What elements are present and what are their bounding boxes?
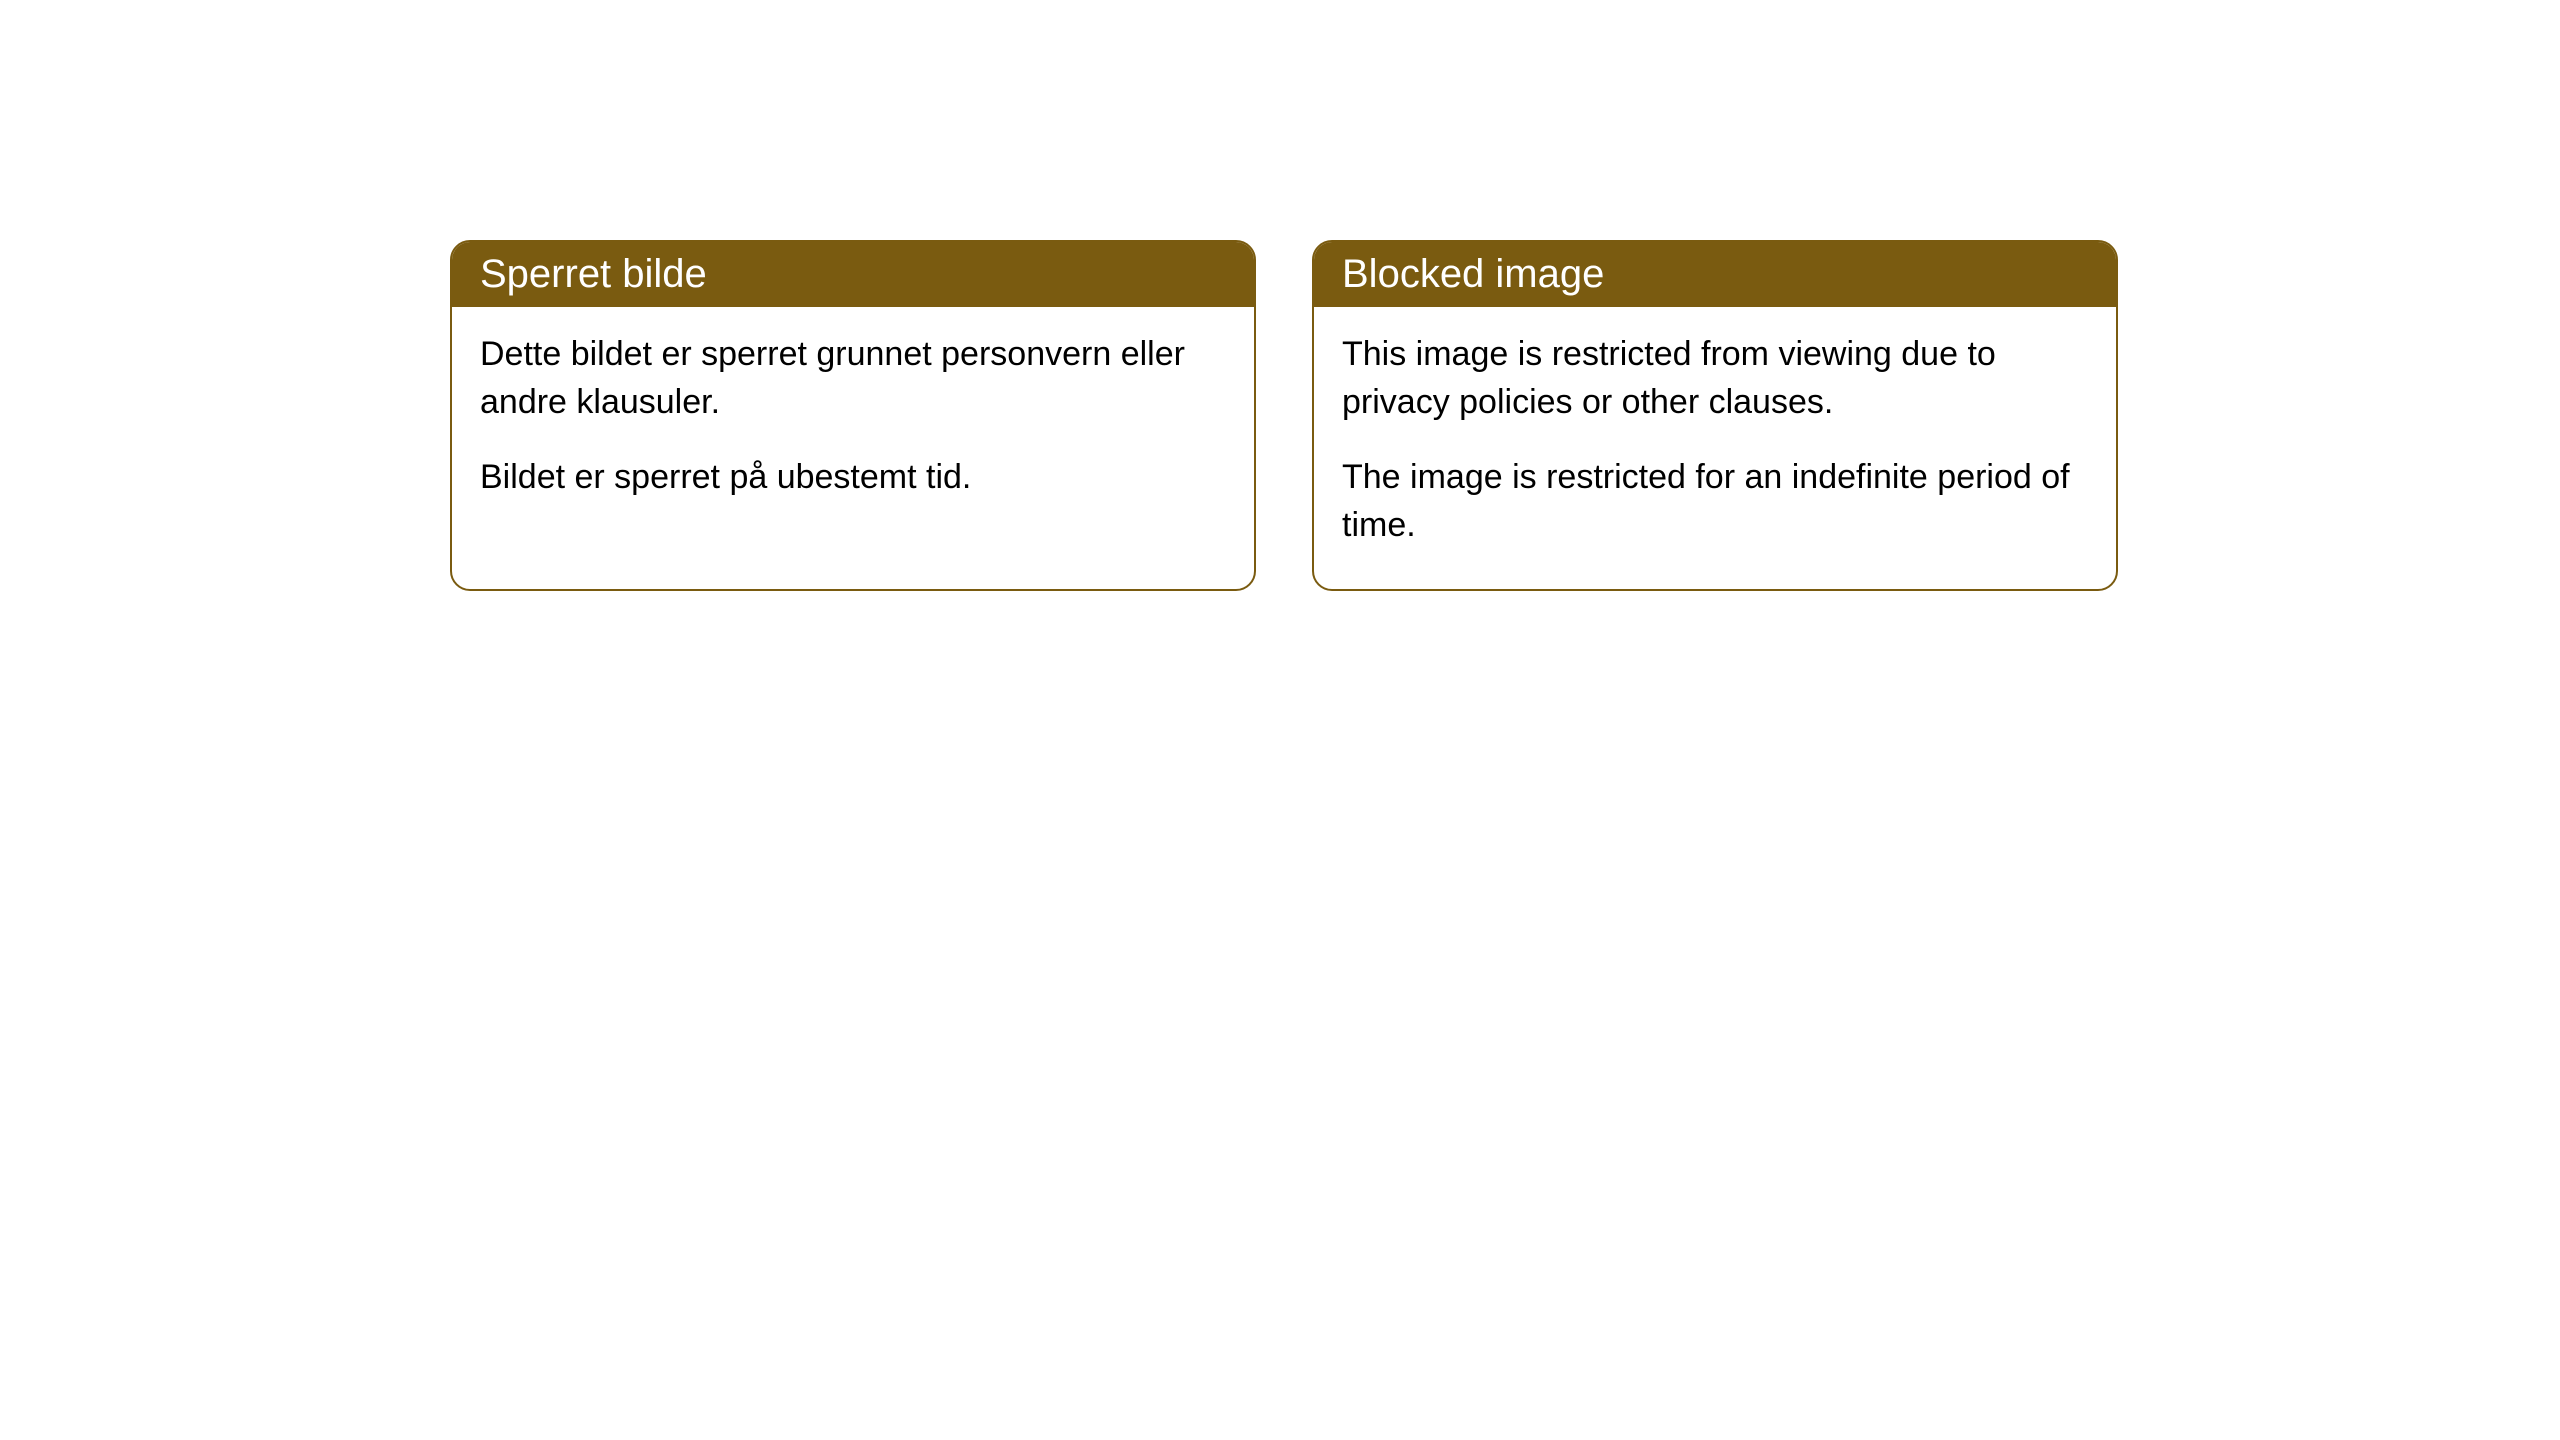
notice-cards-container: Sperret bilde Dette bildet er sperret gr… [450,240,2560,591]
notice-card-english: Blocked image This image is restricted f… [1312,240,2118,591]
card-header: Blocked image [1314,242,2116,307]
card-paragraph: This image is restricted from viewing du… [1342,331,2088,426]
card-paragraph: The image is restricted for an indefinit… [1342,454,2088,549]
card-paragraph: Dette bildet er sperret grunnet personve… [480,331,1226,426]
card-title: Sperret bilde [480,252,707,296]
card-header: Sperret bilde [452,242,1254,307]
notice-card-norwegian: Sperret bilde Dette bildet er sperret gr… [450,240,1256,591]
card-paragraph: Bildet er sperret på ubestemt tid. [480,454,1226,502]
card-body: Dette bildet er sperret grunnet personve… [452,307,1254,542]
card-title: Blocked image [1342,252,1604,296]
card-body: This image is restricted from viewing du… [1314,307,2116,589]
